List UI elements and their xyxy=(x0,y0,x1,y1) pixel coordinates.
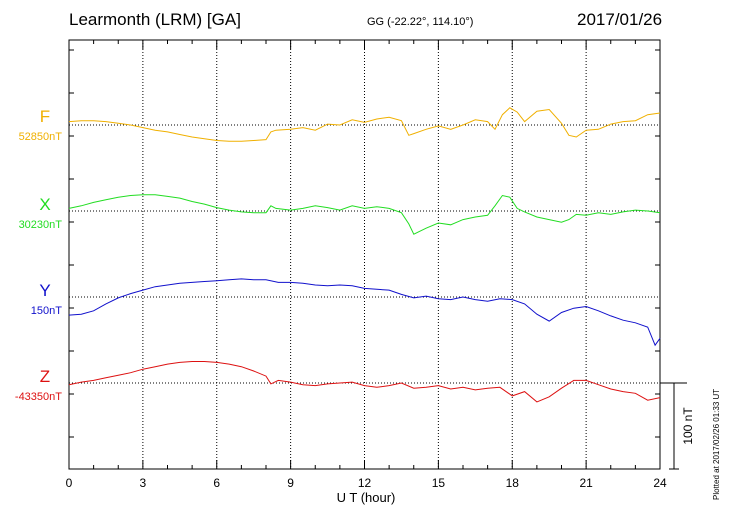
date-label: 2017/01/26 xyxy=(577,10,663,29)
scale-bar-label: 100 nT xyxy=(681,407,695,445)
trace-f xyxy=(68,107,661,142)
x-tick-label: 0 xyxy=(66,476,73,490)
trace-x xyxy=(68,194,661,235)
channel-label-z: Z xyxy=(39,367,51,386)
x-tick-label: 9 xyxy=(287,476,294,490)
x-tick-label: 12 xyxy=(358,476,372,490)
x-tick-label: 24 xyxy=(653,476,667,490)
x-axis-title: U T (hour) xyxy=(336,490,396,505)
baseline-label-f: 52850nT xyxy=(18,131,62,143)
baseline-label-x: 30230nT xyxy=(18,219,62,231)
plotted-timestamp: Plotted at 2017/02/26 01:33 UT xyxy=(712,388,721,500)
baseline-label-z: -43350nT xyxy=(14,391,62,403)
channel-label-y: Y xyxy=(39,281,51,300)
station-title: Learmonth (LRM) [GA] xyxy=(69,10,241,29)
channel-label-f: F xyxy=(39,107,51,126)
x-tick-label: 18 xyxy=(506,476,520,490)
coordinates-label: GG (-22.22°, 114.10°) xyxy=(367,16,474,28)
channel-label-x: X xyxy=(39,195,51,214)
x-tick-label: 15 xyxy=(432,476,446,490)
x-tick-label: 3 xyxy=(140,476,147,490)
trace-z xyxy=(68,361,661,403)
x-tick-label: 21 xyxy=(579,476,593,490)
plot-frame xyxy=(68,39,661,470)
trace-y xyxy=(68,278,661,347)
baseline-label-y: 150nT xyxy=(30,305,62,317)
x-tick-label: 6 xyxy=(213,476,220,490)
